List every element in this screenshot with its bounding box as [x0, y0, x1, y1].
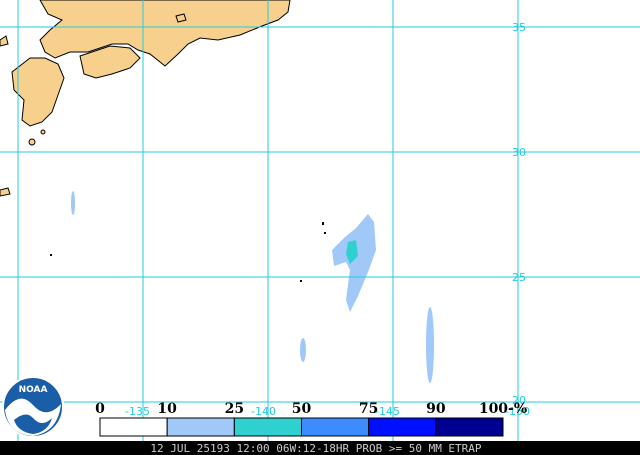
legend-swatch	[166, 417, 235, 437]
lat-label: 35	[512, 21, 526, 34]
footer-bar	[0, 441, 640, 455]
lat-label: 25	[512, 271, 526, 284]
lon-label: -135	[125, 405, 150, 418]
legend-label: 90	[426, 401, 446, 417]
legend-label: 50	[292, 401, 312, 417]
legend-label: 10	[157, 401, 177, 417]
legend-swatch	[233, 417, 302, 437]
legend-label: 25	[225, 401, 244, 417]
footer-text: 12 JUL 25193 12:00 06W:12-18HR PROB >= 5…	[150, 442, 482, 455]
lon-label: -140	[251, 405, 276, 418]
legend-swatch	[368, 417, 437, 437]
legend-swatch	[435, 417, 504, 437]
noaa-logo: NOAA	[2, 376, 64, 438]
legend: 0 10 25 50 75 90 100-%	[95, 401, 527, 437]
lon-label: -150	[505, 405, 530, 418]
lat-label: 30	[512, 146, 526, 159]
legend-label: 75	[359, 401, 378, 417]
rain-probability	[71, 191, 434, 383]
legend-label: 100-%	[479, 401, 527, 417]
lon-label: -145	[375, 405, 400, 418]
legend-label: 0	[95, 401, 105, 417]
land	[0, 0, 291, 197]
islets	[50, 222, 326, 282]
lat-label: 20	[512, 394, 526, 407]
graticule	[0, 0, 640, 441]
logo-text: NOAA	[19, 385, 48, 395]
legend-swatch	[99, 417, 168, 437]
legend-swatch	[301, 417, 370, 437]
